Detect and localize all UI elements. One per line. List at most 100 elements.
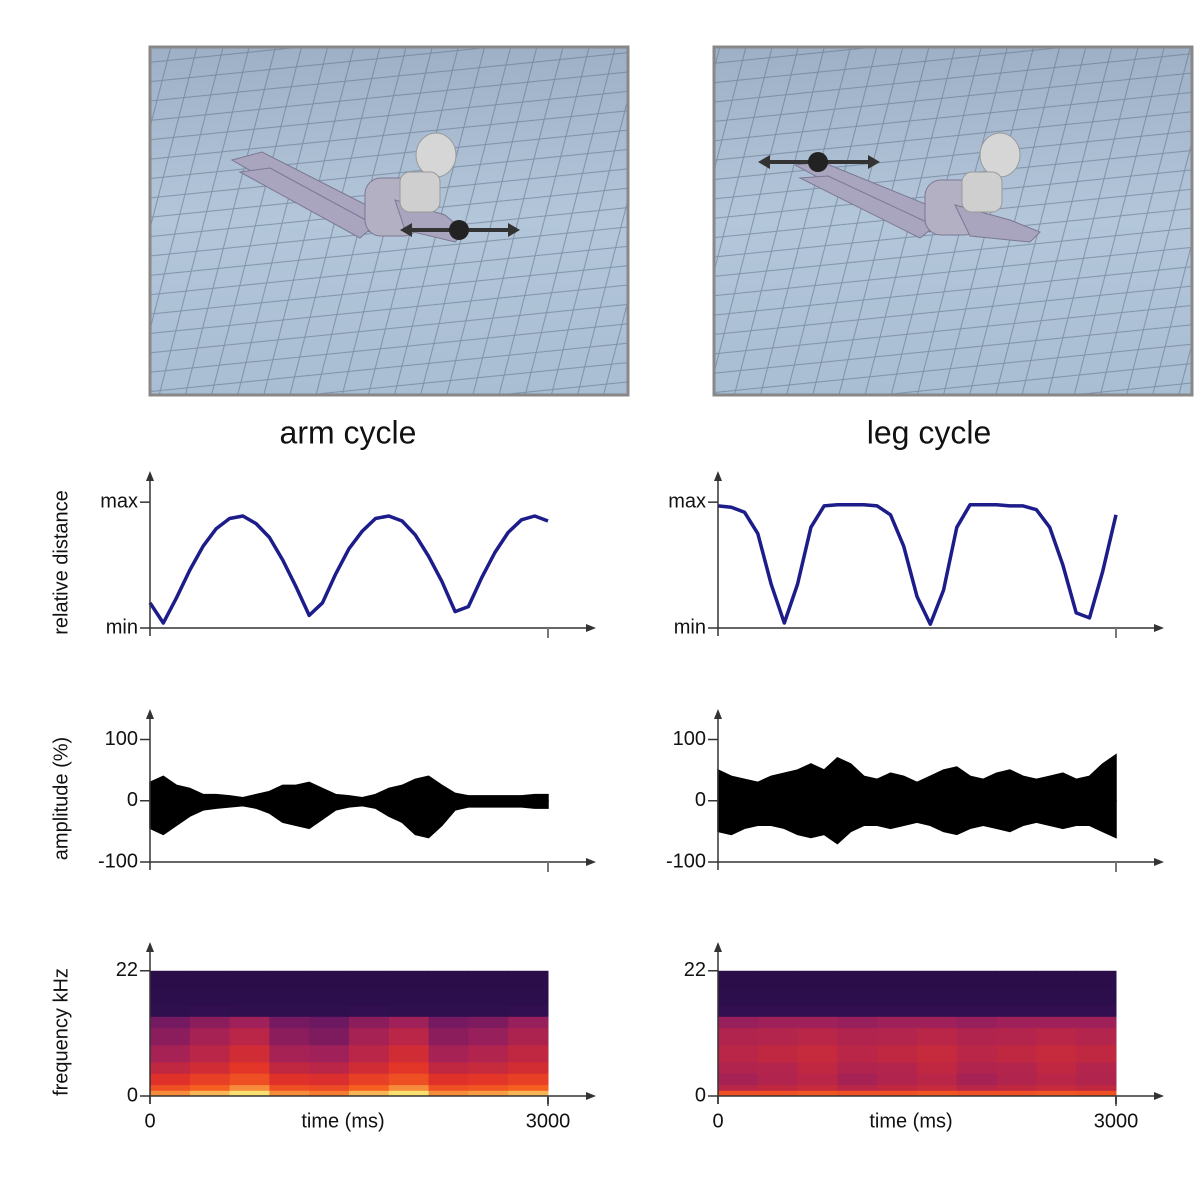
spectrogram-cell (996, 1016, 1037, 1029)
spectrogram-cell (956, 1073, 998, 1086)
y-axis-arrow (714, 942, 722, 952)
spectrogram-cell (996, 970, 1037, 989)
spectrogram-cell (508, 1073, 549, 1086)
data-line (717, 502, 1118, 626)
spectrogram-cell (150, 1004, 191, 1017)
spectrogram-cell (428, 970, 469, 989)
spectrogram-cell (508, 1044, 549, 1063)
spectrogram-cell (309, 970, 350, 989)
spectrogram-cell (189, 1073, 231, 1086)
y-axis-label: relative distance (50, 490, 72, 635)
spectrogram-cell (189, 1004, 231, 1017)
spectrogram-cell (269, 1090, 310, 1097)
spectrogram-cell (917, 1073, 958, 1086)
y-tick-label: min (106, 616, 138, 638)
y-tick-label: 0 (127, 789, 138, 811)
spectrogram-cell (917, 970, 958, 989)
x-axis-arrow (586, 1092, 596, 1100)
spectrogram-cell (309, 1061, 350, 1074)
spectrogram-cell (150, 1084, 191, 1091)
waveform-envelope (717, 800, 1117, 845)
spectrogram-cell (718, 1044, 759, 1063)
y-axis-arrow (714, 471, 722, 481)
chart: -100 0 100 amplitude (%) (50, 709, 596, 872)
spectrogram-cell (269, 970, 310, 989)
spectrogram-cell (718, 1073, 759, 1086)
x-tick-label: 3000 (526, 1110, 571, 1132)
spectrogram-cell (150, 1090, 191, 1097)
spectrogram-cell (757, 987, 799, 1006)
spectrogram-cell (269, 1073, 310, 1086)
spectrogram-cell (269, 1044, 310, 1063)
spectrogram-cell (917, 1016, 958, 1029)
spectrogram-cell (1076, 1016, 1117, 1029)
chart: 0 22 0 3000 frequency kHz time (ms) (50, 942, 596, 1132)
spectrogram-cell (428, 1073, 469, 1086)
spectrogram-cell (150, 1027, 191, 1046)
x-tick-label: 3000 (1094, 1110, 1139, 1132)
spectrogram-cell (189, 1084, 231, 1091)
spectrogram-cell (388, 1061, 430, 1074)
spectrogram-cell (468, 1016, 509, 1029)
spectrogram-cell (150, 1073, 191, 1086)
spectrogram-cell (508, 1090, 549, 1097)
spectrogram-cell (468, 1090, 509, 1097)
spectrogram-cell (797, 1004, 838, 1017)
spectrogram-cell (309, 987, 350, 1006)
y-axis-arrow (146, 471, 154, 481)
spectrogram-cell (837, 970, 878, 989)
spectrogram-cell (996, 1004, 1037, 1017)
spectrogram-cell (309, 1090, 350, 1097)
spectrogram-cell (877, 1016, 918, 1029)
spectrogram-cell (797, 1027, 838, 1046)
spectrogram-cell (837, 987, 878, 1006)
panel-title: arm cycle (280, 414, 417, 450)
x-axis-arrow (1154, 858, 1164, 866)
spectrogram-cell (428, 1090, 469, 1097)
spectrogram-cell (388, 970, 430, 989)
y-tick-label: 100 (105, 728, 138, 750)
spectrogram-cell (349, 1084, 390, 1091)
y-tick-label: 100 (673, 728, 706, 750)
spectrogram-cell (1036, 1073, 1077, 1086)
spectrogram-cell (877, 970, 918, 989)
x-axis-label: time (ms) (301, 1110, 384, 1132)
spectrogram-cell (877, 1004, 918, 1017)
x-tick-label: 0 (144, 1110, 155, 1132)
spectrogram-cell (718, 1004, 759, 1017)
spectrogram-cell (428, 987, 469, 1006)
y-tick-label: 22 (116, 959, 138, 981)
spectrogram-cell (718, 1084, 759, 1091)
spectrogram-cell (1076, 1090, 1117, 1097)
spectrogram-cell (797, 1061, 838, 1074)
spectrogram-cell (877, 987, 918, 1006)
spectrogram-cell (1076, 987, 1117, 1006)
spectrogram-cell (1036, 1016, 1077, 1029)
spectrogram-cell (837, 1004, 878, 1017)
spectrogram-cell (956, 970, 998, 989)
spectrogram-cell (349, 1044, 390, 1063)
spectrogram-cell (837, 1016, 878, 1029)
x-axis-arrow (586, 624, 596, 632)
spectrogram-cell (229, 1084, 270, 1091)
spectrogram-cell (150, 987, 191, 1006)
spectrogram-cell (718, 1027, 759, 1046)
spectrogram-cell (1036, 1084, 1077, 1091)
y-axis-label: frequency kHz (50, 968, 72, 1096)
y-tick-label: -100 (666, 850, 706, 872)
spectrogram-cell (229, 1073, 270, 1086)
spectrogram-cell (718, 987, 759, 1006)
spectrogram-cell (837, 1084, 878, 1091)
spectrogram-cell (956, 1016, 998, 1029)
spectrogram-cell (1076, 1061, 1117, 1074)
spectrogram-cell (877, 1044, 918, 1063)
chart: 0 22 0 3000 time (ms) (684, 942, 1164, 1132)
spectrogram-cell (349, 987, 390, 1006)
spectrogram-cell (349, 1073, 390, 1086)
chart: min max relative distance (50, 471, 596, 638)
data-line (148, 514, 549, 625)
spectrogram-cell (837, 1027, 878, 1046)
spectrogram-cell (877, 1061, 918, 1074)
y-axis-arrow (146, 709, 154, 719)
